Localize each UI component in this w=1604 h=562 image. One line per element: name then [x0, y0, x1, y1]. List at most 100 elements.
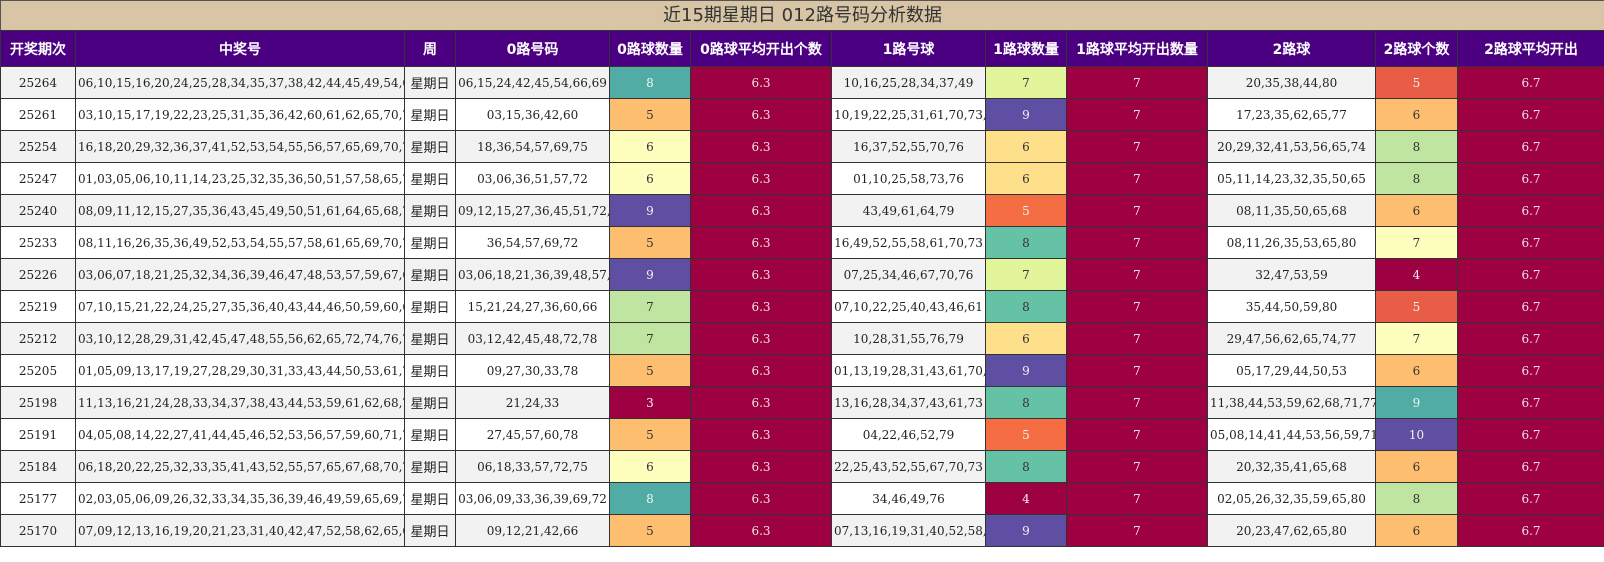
- route1-numbers-cell: 43,49,61,64,79: [831, 194, 986, 227]
- analysis-table: 近15期星期日 012路号码分析数据 开奖期次 中奖号 周 0路号码 0路球数量…: [0, 0, 1604, 547]
- route0-numbers-cell: 06,15,24,42,45,54,66,69: [455, 66, 610, 99]
- route2-count-cell: 7: [1375, 322, 1458, 355]
- route0-count-cell: 5: [609, 354, 691, 387]
- route0-count-cell: 3: [609, 386, 691, 419]
- route2-numbers-cell: 08,11,35,50,65,68: [1207, 194, 1376, 227]
- route1-numbers-cell: 07,10,22,25,40,43,46,61: [831, 290, 986, 323]
- route2-numbers-cell: 08,11,26,35,53,65,80: [1207, 226, 1376, 259]
- week-cell: 星期日: [404, 290, 456, 323]
- week-cell: 星期日: [404, 354, 456, 387]
- period-cell: 25247: [0, 162, 76, 195]
- route2-count-cell: 6: [1375, 98, 1458, 131]
- route1-count-cell: 9: [985, 354, 1067, 387]
- route0-numbers-cell: 21,24,33: [455, 386, 610, 419]
- route2-numbers-cell: 29,47,56,62,65,74,77: [1207, 322, 1376, 355]
- period-cell: 25177: [0, 482, 76, 515]
- route0-numbers-cell: 03,06,18,21,36,39,48,57,69: [455, 258, 610, 291]
- route0-avg-cell: 6.3: [690, 482, 832, 515]
- header-route2-numbers: 2路球: [1207, 30, 1376, 67]
- week-cell: 星期日: [404, 194, 456, 227]
- winning-numbers-cell: 01,03,05,06,10,11,14,23,25,32,35,36,50,5…: [75, 162, 405, 195]
- table-row: 25233 08,11,16,26,35,36,49,52,53,54,55,57…: [0, 226, 1604, 259]
- week-cell: 星期日: [404, 450, 456, 483]
- route0-count-cell: 6: [609, 450, 691, 483]
- route0-numbers-cell: 09,12,21,42,66: [455, 514, 610, 547]
- week-cell: 星期日: [404, 98, 456, 131]
- header-week: 周: [404, 30, 456, 67]
- route0-numbers-cell: 03,15,36,42,60: [455, 98, 610, 131]
- route0-avg-cell: 6.3: [690, 290, 832, 323]
- route2-avg-cell: 6.7: [1457, 162, 1604, 195]
- route2-avg-cell: 6.7: [1457, 322, 1604, 355]
- week-cell: 星期日: [404, 162, 456, 195]
- route0-avg-cell: 6.3: [690, 418, 832, 451]
- route0-count-cell: 5: [609, 418, 691, 451]
- winning-numbers-cell: 03,10,12,28,29,31,42,45,47,48,55,56,62,6…: [75, 322, 405, 355]
- period-cell: 25170: [0, 514, 76, 547]
- period-cell: 25226: [0, 258, 76, 291]
- table-row: 25261 03,10,15,17,19,22,23,25,31,35,36,42…: [0, 98, 1604, 131]
- route2-avg-cell: 6.7: [1457, 130, 1604, 163]
- route0-avg-cell: 6.3: [690, 354, 832, 387]
- route0-numbers-cell: 06,18,33,57,72,75: [455, 450, 610, 483]
- route0-avg-cell: 6.3: [690, 514, 832, 547]
- route1-count-cell: 4: [985, 482, 1067, 515]
- table-title: 近15期星期日 012路号码分析数据: [0, 0, 1604, 30]
- week-cell: 星期日: [404, 482, 456, 515]
- table-body: 25264 06,10,15,16,20,24,25,28,34,35,37,38…: [0, 66, 1604, 547]
- period-cell: 25264: [0, 66, 76, 99]
- route1-avg-cell: 7: [1066, 130, 1208, 163]
- period-cell: 25254: [0, 130, 76, 163]
- route1-count-cell: 8: [985, 450, 1067, 483]
- week-cell: 星期日: [404, 130, 456, 163]
- route1-count-cell: 8: [985, 226, 1067, 259]
- winning-numbers-cell: 11,13,16,21,24,28,33,34,37,38,43,44,53,5…: [75, 386, 405, 419]
- route2-avg-cell: 6.7: [1457, 418, 1604, 451]
- route1-avg-cell: 7: [1066, 290, 1208, 323]
- route1-avg-cell: 7: [1066, 258, 1208, 291]
- route1-numbers-cell: 16,37,52,55,70,76: [831, 130, 986, 163]
- route1-numbers-cell: 01,10,25,58,73,76: [831, 162, 986, 195]
- route2-numbers-cell: 35,44,50,59,80: [1207, 290, 1376, 323]
- route1-count-cell: 6: [985, 322, 1067, 355]
- table-row: 25212 03,10,12,28,29,31,42,45,47,48,55,56…: [0, 322, 1604, 355]
- route2-count-cell: 10: [1375, 418, 1458, 451]
- route2-avg-cell: 6.7: [1457, 258, 1604, 291]
- route0-numbers-cell: 15,21,24,27,36,60,66: [455, 290, 610, 323]
- route0-count-cell: 9: [609, 194, 691, 227]
- route1-count-cell: 9: [985, 98, 1067, 131]
- winning-numbers-cell: 06,18,20,22,25,32,33,35,41,43,52,55,57,6…: [75, 450, 405, 483]
- route1-avg-cell: 7: [1066, 66, 1208, 99]
- route0-numbers-cell: 27,45,57,60,78: [455, 418, 610, 451]
- table-row: 25264 06,10,15,16,20,24,25,28,34,35,37,38…: [0, 66, 1604, 99]
- route2-avg-cell: 6.7: [1457, 66, 1604, 99]
- route0-numbers-cell: 36,54,57,69,72: [455, 226, 610, 259]
- route0-avg-cell: 6.3: [690, 226, 832, 259]
- route2-numbers-cell: 20,23,47,62,65,80: [1207, 514, 1376, 547]
- header-route1-numbers: 1路号球: [831, 30, 986, 67]
- route0-numbers-cell: 03,06,36,51,57,72: [455, 162, 610, 195]
- table-row: 25205 01,05,09,13,17,19,27,28,29,30,31,33…: [0, 354, 1604, 387]
- route0-count-cell: 7: [609, 322, 691, 355]
- route2-numbers-cell: 02,05,26,32,35,59,65,80: [1207, 482, 1376, 515]
- winning-numbers-cell: 01,05,09,13,17,19,27,28,29,30,31,33,43,4…: [75, 354, 405, 387]
- period-cell: 25198: [0, 386, 76, 419]
- route1-count-cell: 6: [985, 162, 1067, 195]
- route2-count-cell: 5: [1375, 290, 1458, 323]
- header-route1-count: 1路球数量: [985, 30, 1067, 67]
- table-row: 25219 07,10,15,21,22,24,25,27,35,36,40,43…: [0, 290, 1604, 323]
- period-cell: 25191: [0, 418, 76, 451]
- route0-numbers-cell: 03,06,09,33,36,39,69,72: [455, 482, 610, 515]
- week-cell: 星期日: [404, 258, 456, 291]
- route1-avg-cell: 7: [1066, 226, 1208, 259]
- winning-numbers-cell: 04,05,08,14,22,27,41,44,45,46,52,53,56,5…: [75, 418, 405, 451]
- route1-numbers-cell: 13,16,28,34,37,43,61,73: [831, 386, 986, 419]
- route1-avg-cell: 7: [1066, 450, 1208, 483]
- route2-count-cell: 6: [1375, 514, 1458, 547]
- route2-avg-cell: 6.7: [1457, 482, 1604, 515]
- route2-numbers-cell: 05,08,14,41,44,53,56,59,71,80: [1207, 418, 1376, 451]
- route0-avg-cell: 6.3: [690, 98, 832, 131]
- route1-count-cell: 6: [985, 130, 1067, 163]
- winning-numbers-cell: 08,09,11,12,15,27,35,36,43,45,49,50,51,6…: [75, 194, 405, 227]
- route1-numbers-cell: 07,25,34,46,67,70,76: [831, 258, 986, 291]
